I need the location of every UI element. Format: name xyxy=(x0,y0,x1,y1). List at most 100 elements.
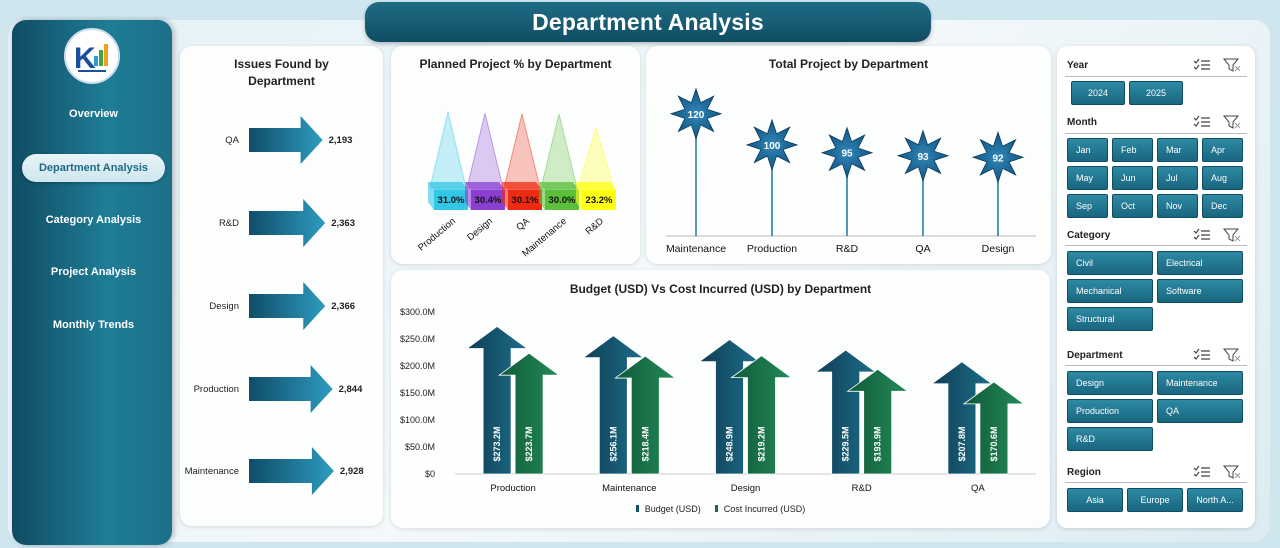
slicer-panel: Year 2024 2025 Month Jan Feb Mar Apr May Jun J… xyxy=(1057,46,1255,528)
clear-filter-icon[interactable] xyxy=(1223,348,1241,362)
department-option-qa[interactable]: QA xyxy=(1157,399,1243,423)
department-option-production[interactable]: Production xyxy=(1067,399,1153,423)
budget-value-label: $229.5M xyxy=(841,426,851,461)
planned-pyramid xyxy=(429,111,467,189)
sidebar: K Overview Department Analysis Category … xyxy=(12,20,172,545)
month-option-feb[interactable]: Feb xyxy=(1112,138,1153,162)
planned-cube-front xyxy=(471,190,505,210)
planned-cube-front xyxy=(545,190,579,210)
planned-cube-front xyxy=(508,190,542,210)
planned-value-label: 30.4% xyxy=(475,195,502,206)
multi-select-icon[interactable] xyxy=(1193,348,1211,362)
slicer-divider xyxy=(1065,245,1247,246)
issue-bar-qa: QA 2,193 xyxy=(225,116,352,164)
region-option-north-america[interactable]: North A... xyxy=(1187,488,1243,512)
cost-arrow-bar xyxy=(730,355,793,475)
nav-department-analysis[interactable]: Department Analysis xyxy=(22,154,165,182)
year-option-2025[interactable]: 2025 xyxy=(1129,81,1183,105)
issue-arrow xyxy=(249,282,326,330)
budget-category-label: Production xyxy=(490,483,535,494)
cost-value-label: $218.4M xyxy=(640,426,650,461)
month-option-jul[interactable]: Jul xyxy=(1157,166,1198,190)
total-chart-title: Total Project by Department xyxy=(768,57,929,71)
nav-project-analysis[interactable]: Project Analysis xyxy=(22,258,165,286)
total-chart: 120 Maintenance 100 Production 95 R&D 93 QA 92 De… xyxy=(666,87,1036,255)
budget-y-tick-label: $150.0M xyxy=(400,388,435,398)
month-option-jan[interactable]: Jan xyxy=(1067,138,1108,162)
month-option-mar[interactable]: Mar xyxy=(1157,138,1198,162)
issue-arrow xyxy=(249,365,333,413)
region-option-asia[interactable]: Asia xyxy=(1067,488,1123,512)
clear-filter-icon[interactable] xyxy=(1223,465,1241,479)
budget-y-tick-label: $50.0M xyxy=(405,442,435,452)
multi-select-icon[interactable] xyxy=(1193,465,1211,479)
category-option-software[interactable]: Software xyxy=(1157,279,1243,303)
department-option-maintenance[interactable]: Maintenance xyxy=(1157,371,1243,395)
clear-filter-icon[interactable] xyxy=(1223,115,1241,129)
category-option-mechanical[interactable]: Mechanical xyxy=(1067,279,1153,303)
nav-label: Department Analysis xyxy=(38,162,149,174)
budget-value-label: $248.9M xyxy=(725,426,735,461)
category-option-structural[interactable]: Structural xyxy=(1067,307,1153,331)
page-header: Department Analysis xyxy=(365,2,931,42)
issues-chart-title: Issues Found by Department xyxy=(180,56,383,90)
budget-value-label: $207.8M xyxy=(957,426,967,461)
budget-group-design: $248.9M $219.2M Design xyxy=(698,339,793,494)
planned-pyramid xyxy=(503,113,541,189)
category-option-electrical[interactable]: Electrical xyxy=(1157,251,1243,275)
cost-arrow-bar xyxy=(614,355,677,475)
multi-select-icon[interactable] xyxy=(1193,228,1211,242)
cost-arrow-bar xyxy=(497,352,561,475)
planned-bar-production: 31.0% Production xyxy=(416,111,468,253)
budget-group-maintenance: $256.1M $218.4M Maintenance xyxy=(582,335,677,494)
planned-cube-front xyxy=(434,190,468,210)
planned-cube-side xyxy=(428,182,434,210)
multi-select-icon[interactable] xyxy=(1193,115,1211,129)
budget-chart-card: Budget (USD) Vs Cost Incurred (USD) by D… xyxy=(391,270,1050,528)
budget-chart: $0 $50.0M $100.0M $150.0M $200.0M $250.0M $300… xyxy=(400,307,1036,494)
department-option-design[interactable]: Design xyxy=(1067,371,1153,395)
department-option-rd[interactable]: R&D xyxy=(1067,427,1153,451)
nav-overview[interactable]: Overview xyxy=(22,100,165,128)
budget-arrow-bar xyxy=(930,361,994,475)
month-slicer-title: Month xyxy=(1067,117,1097,128)
month-option-nov[interactable]: Nov xyxy=(1157,194,1198,218)
nav-monthly-trends[interactable]: Monthly Trends xyxy=(22,311,165,339)
month-option-sep[interactable]: Sep xyxy=(1067,194,1108,218)
total-category-label: QA xyxy=(915,243,930,255)
clear-filter-icon[interactable] xyxy=(1223,228,1241,242)
issue-arrow xyxy=(249,447,334,495)
month-option-aug[interactable]: Aug xyxy=(1202,166,1243,190)
month-option-may[interactable]: May xyxy=(1067,166,1108,190)
nav-label: Project Analysis xyxy=(50,266,137,278)
month-option-jun[interactable]: Jun xyxy=(1112,166,1153,190)
planned-cube-top xyxy=(465,182,505,190)
category-option-civil[interactable]: Civil xyxy=(1067,251,1153,275)
budget-arrow-bar xyxy=(582,335,645,475)
multi-select-icon[interactable] xyxy=(1193,58,1211,72)
issue-arrow xyxy=(249,199,326,247)
total-bar-qa: 93 QA xyxy=(896,129,950,255)
year-slicer-title: Year xyxy=(1067,60,1089,71)
logo-icon: K xyxy=(74,42,108,75)
nav-category-analysis[interactable]: Category Analysis xyxy=(22,206,165,234)
region-slicer-title: Region xyxy=(1067,467,1101,478)
planned-cube-top xyxy=(539,182,579,190)
planned-cube-top xyxy=(576,182,616,190)
legend-budget-label: Budget (USD) xyxy=(644,504,701,514)
month-option-dec[interactable]: Dec xyxy=(1202,194,1243,218)
clear-filter-icon[interactable] xyxy=(1223,58,1241,72)
year-option-2024[interactable]: 2024 xyxy=(1071,81,1125,105)
month-option-apr[interactable]: Apr xyxy=(1202,138,1243,162)
total-category-label: Production xyxy=(747,243,797,255)
issue-bar-design: Design 2,366 xyxy=(209,282,355,330)
legend-cost-label: Cost Incurred (USD) xyxy=(723,504,806,514)
budget-category-label: Design xyxy=(731,483,761,494)
company-logo: K xyxy=(64,28,120,84)
total-star-marker xyxy=(971,131,1025,184)
planned-cube-top xyxy=(428,182,468,190)
planned-cube-side xyxy=(465,182,471,210)
region-option-europe[interactable]: Europe xyxy=(1127,488,1183,512)
budget-group-r-d: $229.5M $193.9M R&D xyxy=(814,349,909,494)
month-option-oct[interactable]: Oct xyxy=(1112,194,1153,218)
